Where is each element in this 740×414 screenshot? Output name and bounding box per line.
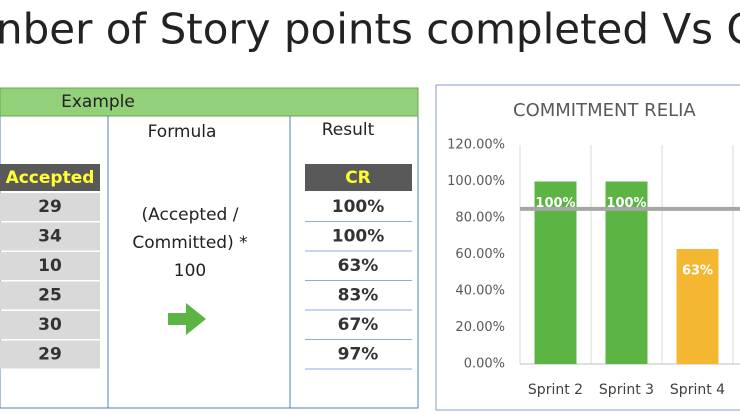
accepted-value: 30 (38, 315, 62, 335)
result-label: Result (322, 120, 375, 140)
formula-line: (Accepted / (142, 205, 239, 225)
accepted-cell (0, 252, 100, 280)
data-label: 100% (606, 196, 646, 211)
formula-line: Committed) * (132, 233, 247, 253)
chart-title: COMMITMENT RELIA (513, 100, 696, 121)
accepted-cell (0, 340, 100, 369)
bar (605, 181, 648, 364)
bar (676, 249, 719, 364)
column-header (0, 164, 100, 191)
slide-title: nber of Story points completed Vs C (0, 5, 740, 54)
accepted-value: 29 (38, 197, 62, 217)
x-tick-label: Sprint 4 (670, 382, 725, 398)
cr-value: 67% (338, 315, 379, 335)
cr-value: 63% (338, 256, 379, 276)
cr-value: 83% (338, 286, 379, 306)
y-tick-label: 20.00% (455, 320, 505, 335)
accepted-value: 25 (38, 286, 62, 306)
accepted-value: 10 (38, 256, 62, 276)
cr-value: 97% (338, 345, 379, 365)
cr-value: 100% (332, 197, 385, 217)
cr-value: 100% (332, 227, 385, 247)
x-tick-label: Sprint 3 (599, 382, 654, 398)
accepted-cell (0, 281, 100, 310)
y-tick-label: 100.00% (447, 174, 505, 189)
formula-label: Formula (148, 122, 217, 142)
arrow (168, 303, 206, 335)
data-label: 100% (535, 196, 575, 211)
y-tick-label: 40.00% (455, 284, 505, 299)
column-header (305, 164, 412, 191)
x-tick-label: Sprint 2 (528, 382, 583, 398)
table-header (0, 87, 419, 117)
bar (534, 181, 577, 364)
accepted-value: 29 (38, 345, 62, 365)
accepted-header: Accepted (6, 168, 95, 188)
y-tick-label: 60.00% (455, 247, 505, 262)
accepted-cell (0, 193, 100, 221)
header-text: Example (61, 92, 135, 112)
accepted-value: 34 (38, 227, 62, 247)
accepted-cell (0, 311, 100, 339)
y-tick-label: 0.00% (464, 357, 505, 372)
data-label: 63% (682, 264, 713, 279)
y-tick-label: 120.00% (447, 138, 505, 153)
formula-line: 100 (174, 261, 206, 281)
y-tick-label: 80.00% (455, 211, 505, 226)
chart-border (435, 84, 740, 411)
accepted-cell (0, 222, 100, 251)
cr-header: CR (345, 168, 371, 188)
